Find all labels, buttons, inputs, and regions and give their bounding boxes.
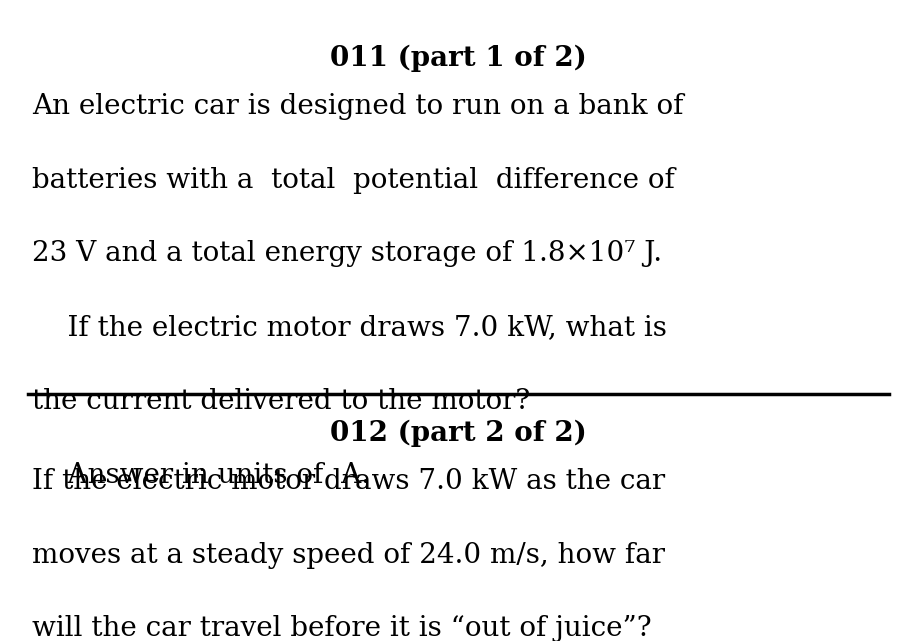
Text: batteries with a  total  potential  difference of: batteries with a total potential differe… — [32, 167, 675, 194]
Text: An electric car is designed to run on a bank of: An electric car is designed to run on a … — [32, 93, 683, 120]
Text: If the electric motor draws 7.0 kW, what is: If the electric motor draws 7.0 kW, what… — [32, 314, 667, 341]
Text: Answer in units of  A.: Answer in units of A. — [32, 462, 370, 488]
Text: will the car travel before it is “out of juice”?: will the car travel before it is “out of… — [32, 615, 652, 641]
Text: 23 V and a total energy storage of 1.8×10⁷ J.: 23 V and a total energy storage of 1.8×1… — [32, 240, 662, 267]
Text: moves at a steady speed of 24.0 m/s, how far: moves at a steady speed of 24.0 m/s, how… — [32, 542, 665, 569]
Text: the current delivered to the motor?: the current delivered to the motor? — [32, 388, 530, 415]
Text: 012 (part 2 of 2): 012 (part 2 of 2) — [330, 420, 587, 447]
Text: If the electric motor draws 7.0 kW as the car: If the electric motor draws 7.0 kW as th… — [32, 468, 665, 495]
Text: 011 (part 1 of 2): 011 (part 1 of 2) — [330, 45, 587, 72]
